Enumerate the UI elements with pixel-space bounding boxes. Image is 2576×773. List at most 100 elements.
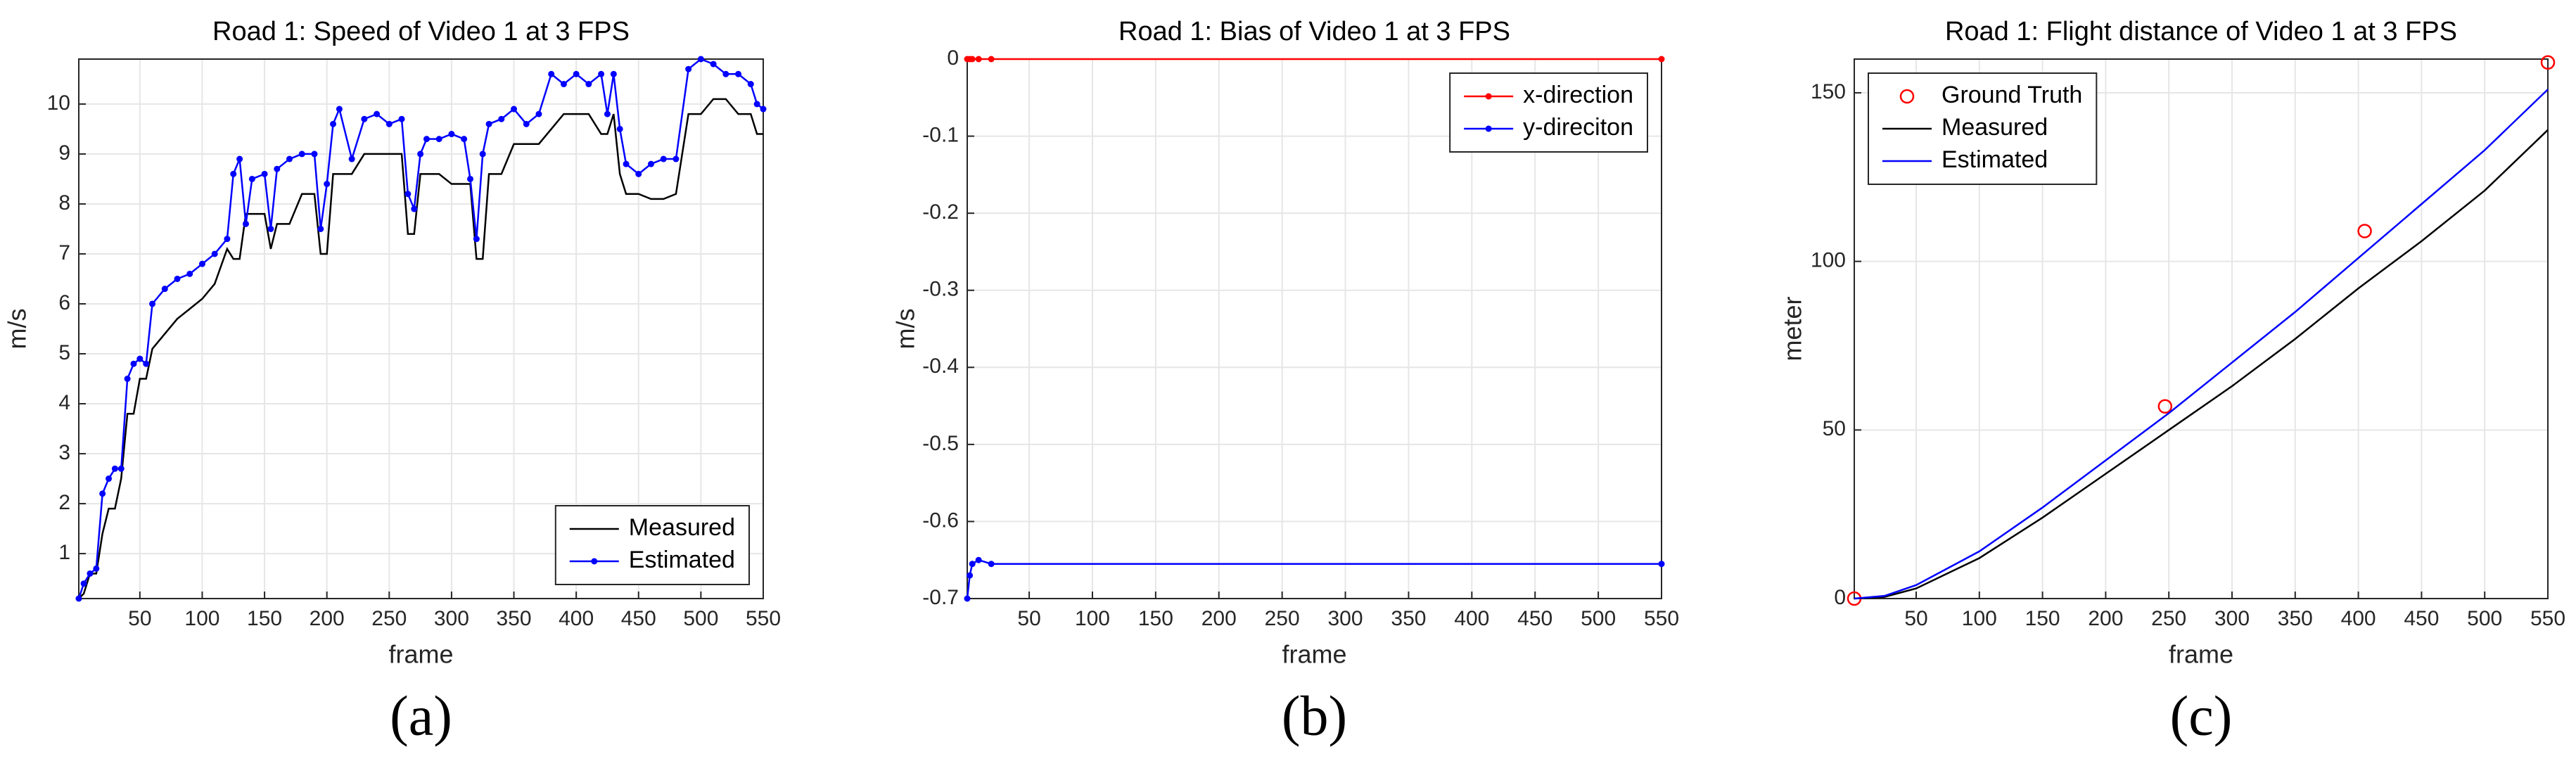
x-tick-label: 400 — [1454, 607, 1489, 630]
y-tick-label: 7 — [58, 241, 70, 264]
point-marker — [988, 56, 995, 63]
point-marker — [267, 225, 274, 232]
caption: (a) — [390, 685, 452, 747]
x-tick-label: 300 — [434, 607, 469, 630]
point-marker — [967, 572, 974, 579]
y-tick-label: 3 — [58, 441, 70, 464]
y-tick-label: -0.1 — [922, 123, 959, 146]
axes-box — [78, 58, 764, 599]
y-tick-label: 0 — [1834, 586, 1846, 609]
x-tick-label: 450 — [621, 607, 656, 630]
point-marker — [385, 120, 393, 127]
point-marker — [80, 580, 87, 587]
point-marker — [685, 65, 692, 72]
point-marker — [211, 250, 218, 257]
point-marker — [330, 120, 337, 127]
legend-box — [554, 505, 750, 585]
point-marker — [610, 70, 617, 77]
legend-label: Measured — [629, 514, 735, 541]
x-tick-label: 500 — [683, 607, 718, 630]
legend-label: x-direction — [1523, 82, 1633, 108]
y-tick-label: 8 — [58, 191, 70, 215]
x-tick-label: 250 — [371, 607, 407, 630]
series-line — [1854, 89, 2549, 600]
subplot: 50 100 150 200 250 300 350 400 450 500 550 1 2 3 4 5 6 7 8… — [3, 17, 782, 747]
point-marker — [598, 70, 605, 77]
y-tick-label: 1 — [58, 541, 70, 564]
y-tick-label: 4 — [58, 391, 70, 414]
point-marker — [404, 191, 412, 198]
point-marker — [672, 155, 680, 162]
point-marker — [286, 155, 293, 162]
x-tick-label: 200 — [310, 607, 345, 630]
y-tick-label: 0 — [947, 46, 959, 70]
axes-box — [1854, 58, 2549, 599]
series-line — [966, 558, 1662, 599]
x-tick-label: 400 — [559, 607, 594, 630]
y-tick-label: 2 — [58, 491, 70, 514]
x-tick-label: 100 — [1962, 607, 1997, 630]
point-marker — [467, 175, 474, 182]
x-tick-label: 300 — [1328, 607, 1363, 630]
y-tick-label: -0.2 — [922, 200, 959, 224]
point-marker — [697, 56, 704, 63]
point-marker — [149, 300, 156, 307]
point-marker — [969, 561, 976, 568]
caption: (b) — [1282, 685, 1347, 747]
y-axis-label: m/s — [891, 309, 920, 350]
point-marker — [616, 125, 623, 132]
legend-box — [1449, 72, 1648, 153]
series-line — [78, 98, 763, 599]
point-marker — [236, 155, 243, 162]
point-marker — [479, 151, 486, 158]
x-tick-label: 100 — [184, 607, 219, 630]
point-marker — [623, 160, 630, 167]
x-tick-label: 250 — [2151, 607, 2186, 630]
point-marker — [560, 81, 567, 88]
x-axis-label: frame — [388, 640, 453, 669]
y-tick-label: 5 — [58, 341, 70, 364]
y-tick-label: 6 — [58, 291, 70, 314]
point-marker — [336, 106, 343, 113]
point-marker — [124, 376, 131, 383]
legend-swatch — [1899, 89, 1915, 104]
y-tick-label: 50 — [1823, 417, 1846, 440]
point-marker — [423, 136, 430, 143]
point-marker — [435, 136, 442, 143]
point-marker — [99, 490, 106, 497]
point-marker — [1658, 561, 1665, 568]
legend-label: Ground Truth — [1941, 82, 2082, 108]
legend: x-direction y-direciton — [1449, 72, 1648, 153]
legend-swatch-marker — [1485, 93, 1492, 100]
point-marker — [417, 151, 424, 158]
y-tick-label: -0.5 — [922, 432, 959, 455]
point-marker — [498, 115, 505, 122]
y-tick-label: 150 — [1811, 80, 1846, 103]
point-marker — [747, 81, 754, 88]
point-marker — [311, 151, 318, 158]
point-marker — [485, 120, 492, 127]
point-marker — [448, 131, 455, 138]
point-marker — [186, 270, 193, 277]
x-tick-label: 550 — [2530, 607, 2565, 630]
y-tick-label: -0.4 — [922, 354, 959, 378]
point-marker — [174, 275, 181, 282]
point-marker — [988, 561, 995, 568]
plot-marks — [75, 56, 767, 602]
point-marker — [710, 60, 717, 68]
point-marker — [647, 160, 654, 167]
point-marker — [969, 56, 976, 63]
point-marker — [398, 115, 405, 122]
point-marker — [130, 360, 137, 367]
scatter-point — [2157, 399, 2173, 414]
scatter-point — [2540, 55, 2556, 70]
point-marker — [635, 170, 642, 177]
point-marker — [242, 220, 249, 227]
caption: (c) — [2170, 685, 2233, 747]
x-tick-label: 100 — [1075, 607, 1110, 630]
point-marker — [585, 81, 592, 88]
point-marker — [760, 106, 767, 113]
point-marker — [511, 106, 518, 113]
x-tick-label: 200 — [1201, 607, 1237, 630]
x-tick-label: 550 — [746, 607, 781, 630]
